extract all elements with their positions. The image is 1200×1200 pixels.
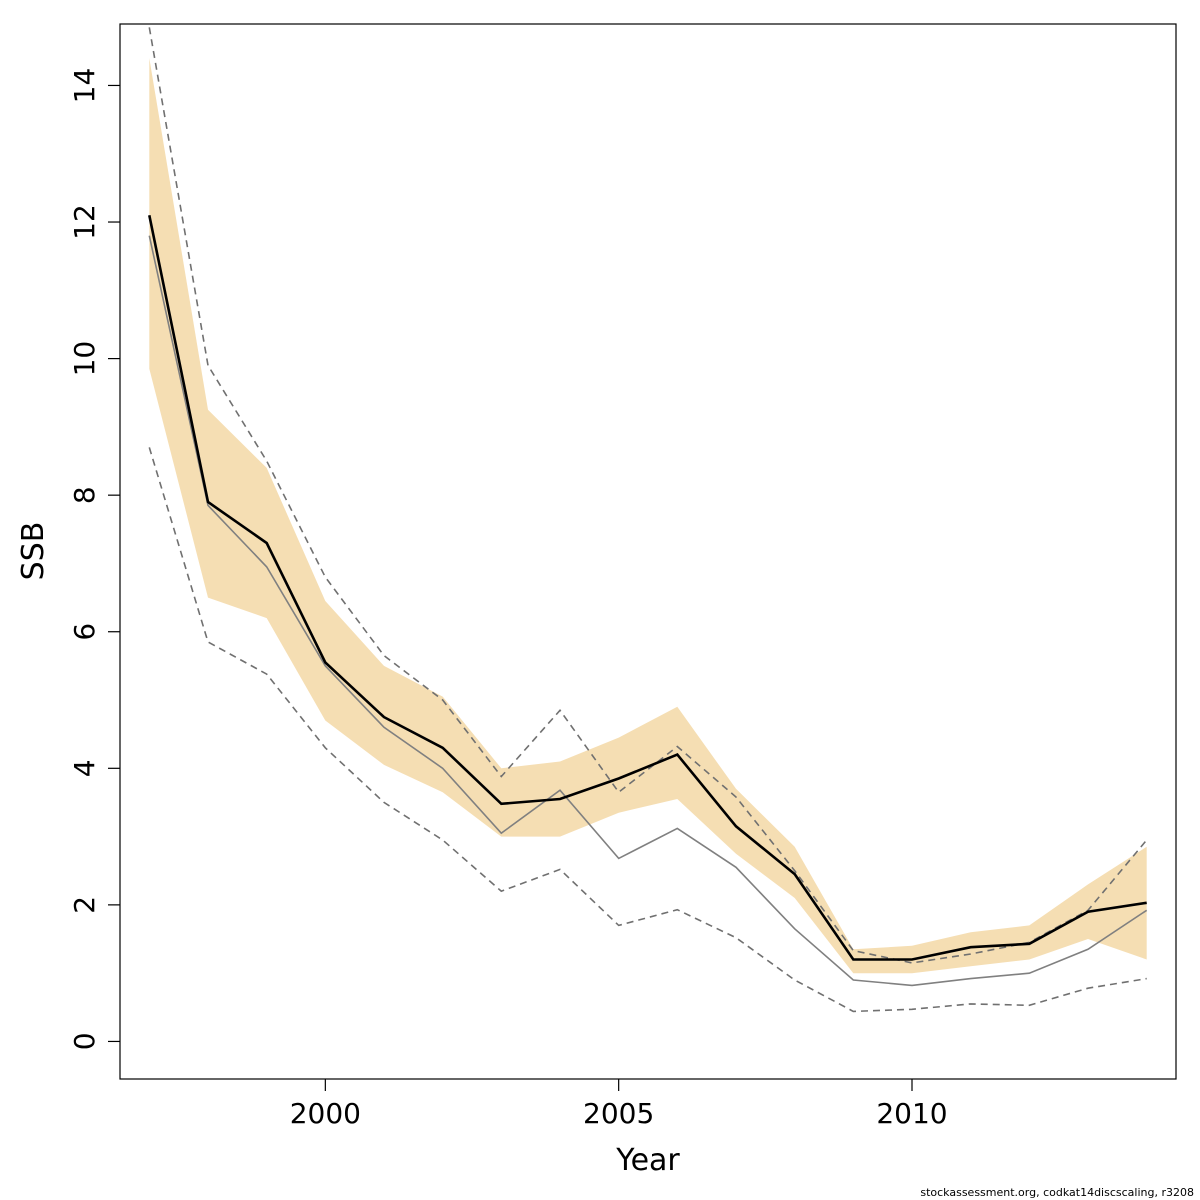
series-line-2: [148, 235, 1148, 987]
series-line-1: [148, 214, 1147, 961]
y-tick-label: 10: [68, 341, 101, 377]
series-line-4: [148, 447, 1147, 1013]
y-tick-label: 12: [68, 204, 101, 240]
series-layer: [148, 27, 1148, 1013]
x-tick-label: 2005: [583, 1097, 654, 1130]
y-tick-label: 8: [68, 486, 101, 504]
confidence-band-layer: [149, 58, 1147, 974]
x-tick-label: 2010: [876, 1097, 947, 1130]
x-tick-label: 2000: [290, 1097, 361, 1130]
y-tick-label: 14: [68, 68, 101, 104]
confidence-band: [149, 58, 1147, 974]
x-axis-title: Year: [615, 1143, 680, 1178]
x-axis: 2000 2005 2010: [290, 1079, 948, 1130]
series-line-3: [148, 27, 1148, 964]
footer-text: stockassessment.org, codkat14discscaling…: [920, 1186, 1194, 1199]
y-tick-label: 4: [68, 759, 101, 777]
plot-frame: [119, 23, 1177, 1080]
y-axis: 0 2 4 6 8 10 12 14: [68, 68, 120, 1050]
y-tick-label: 6: [68, 623, 101, 641]
y-axis-title: SSB: [16, 522, 51, 581]
y-tick-label: 0: [68, 1032, 101, 1050]
y-tick-label: 2: [68, 896, 101, 914]
